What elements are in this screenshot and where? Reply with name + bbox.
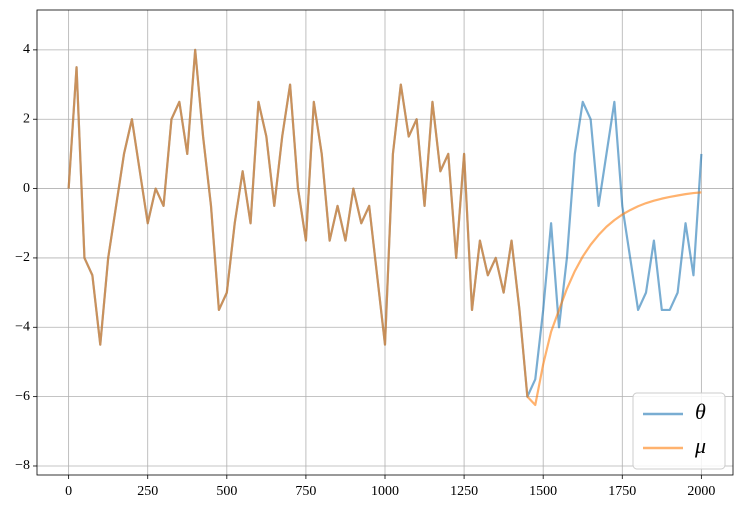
x-tick-label: 1250 bbox=[450, 484, 478, 499]
x-tick-label: 500 bbox=[216, 484, 237, 499]
x-tick-label: 0 bbox=[65, 484, 72, 499]
x-tick-label: 2000 bbox=[687, 484, 715, 499]
x-tick-label: 1750 bbox=[608, 484, 636, 499]
legend-label: μ bbox=[694, 433, 706, 458]
legend-box bbox=[632, 392, 726, 470]
y-tick-label: −8 bbox=[15, 458, 30, 473]
legend-label: θ bbox=[695, 399, 706, 424]
x-tick-label: 750 bbox=[295, 484, 316, 499]
y-tick-label: 4 bbox=[23, 42, 30, 57]
series-line bbox=[67, 48, 702, 407]
y-tick-label: −6 bbox=[15, 389, 30, 404]
x-tick-label: 1500 bbox=[529, 484, 557, 499]
x-tick-label: 250 bbox=[137, 484, 158, 499]
y-tick-label: −2 bbox=[15, 250, 30, 265]
y-tick-label: 2 bbox=[23, 111, 30, 126]
plot-frame bbox=[36, 9, 734, 476]
y-tick-label: −4 bbox=[15, 320, 30, 335]
y-tick-label: 0 bbox=[23, 181, 30, 196]
x-tick-label: 1000 bbox=[371, 484, 399, 499]
